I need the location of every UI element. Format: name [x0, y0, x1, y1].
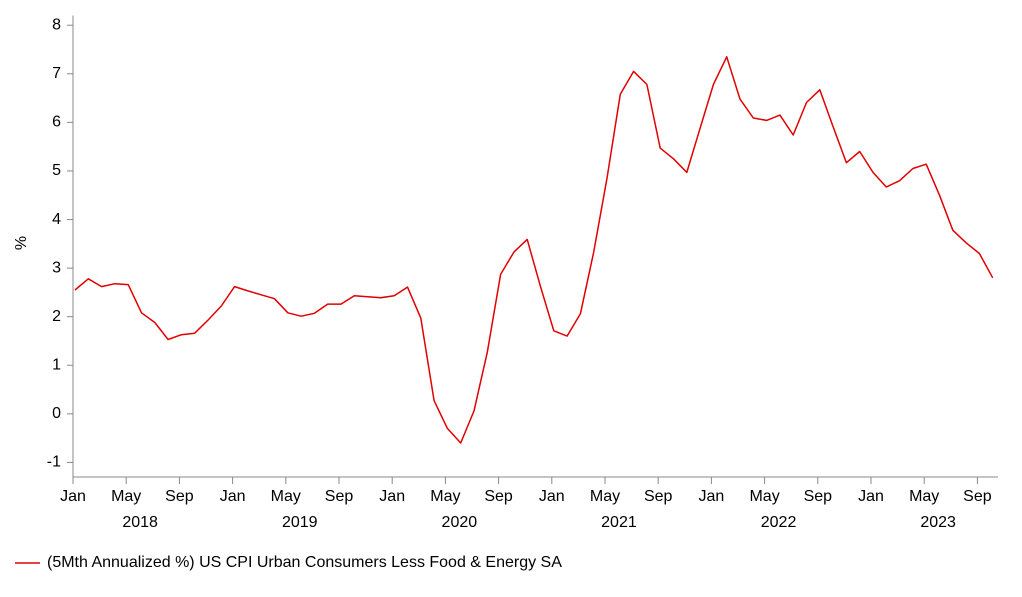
y-tick-label: 2 — [52, 308, 61, 325]
year-label: 2021 — [601, 514, 637, 531]
x-tick-label: Jan — [699, 488, 725, 505]
x-tick-label: Jan — [379, 488, 405, 505]
y-tick-label: 7 — [52, 65, 61, 82]
year-label: 2022 — [761, 514, 797, 531]
y-tick-label: 4 — [52, 211, 61, 228]
year-label: 2019 — [282, 514, 318, 531]
x-tick-label: Jan — [220, 488, 246, 505]
year-label: 2023 — [920, 514, 956, 531]
legend-label: (5Mth Annualized %) US CPI Urban Consume… — [47, 554, 562, 571]
x-tick-label: May — [590, 488, 620, 505]
x-tick-label: Sep — [325, 488, 354, 505]
x-tick-label: May — [271, 488, 301, 505]
x-tick-label: Jan — [60, 488, 86, 505]
x-tick-label: Jan — [858, 488, 884, 505]
x-tick-label: May — [749, 488, 779, 505]
x-tick-label: Sep — [644, 488, 673, 505]
y-tick-label: 1 — [52, 356, 61, 373]
x-tick-label: May — [909, 488, 939, 505]
y-tick-label: -1 — [47, 454, 61, 471]
x-tick-label: Sep — [963, 488, 992, 505]
x-tick-label: May — [430, 488, 460, 505]
x-tick-label: Sep — [484, 488, 513, 505]
x-tick-label: May — [111, 488, 141, 505]
y-tick-label: 6 — [52, 114, 61, 131]
y-tick-label: 8 — [52, 16, 61, 33]
y-axis-label: % — [13, 236, 30, 250]
year-label: 2020 — [442, 514, 478, 531]
y-tick-label: 0 — [52, 405, 61, 422]
x-tick-label: Sep — [165, 488, 194, 505]
y-tick-label: 5 — [52, 162, 61, 179]
y-tick-label: 3 — [52, 259, 61, 276]
series-line — [74, 56, 994, 444]
x-tick-label: Jan — [539, 488, 565, 505]
x-tick-label: Sep — [804, 488, 833, 505]
year-label: 2018 — [122, 514, 158, 531]
